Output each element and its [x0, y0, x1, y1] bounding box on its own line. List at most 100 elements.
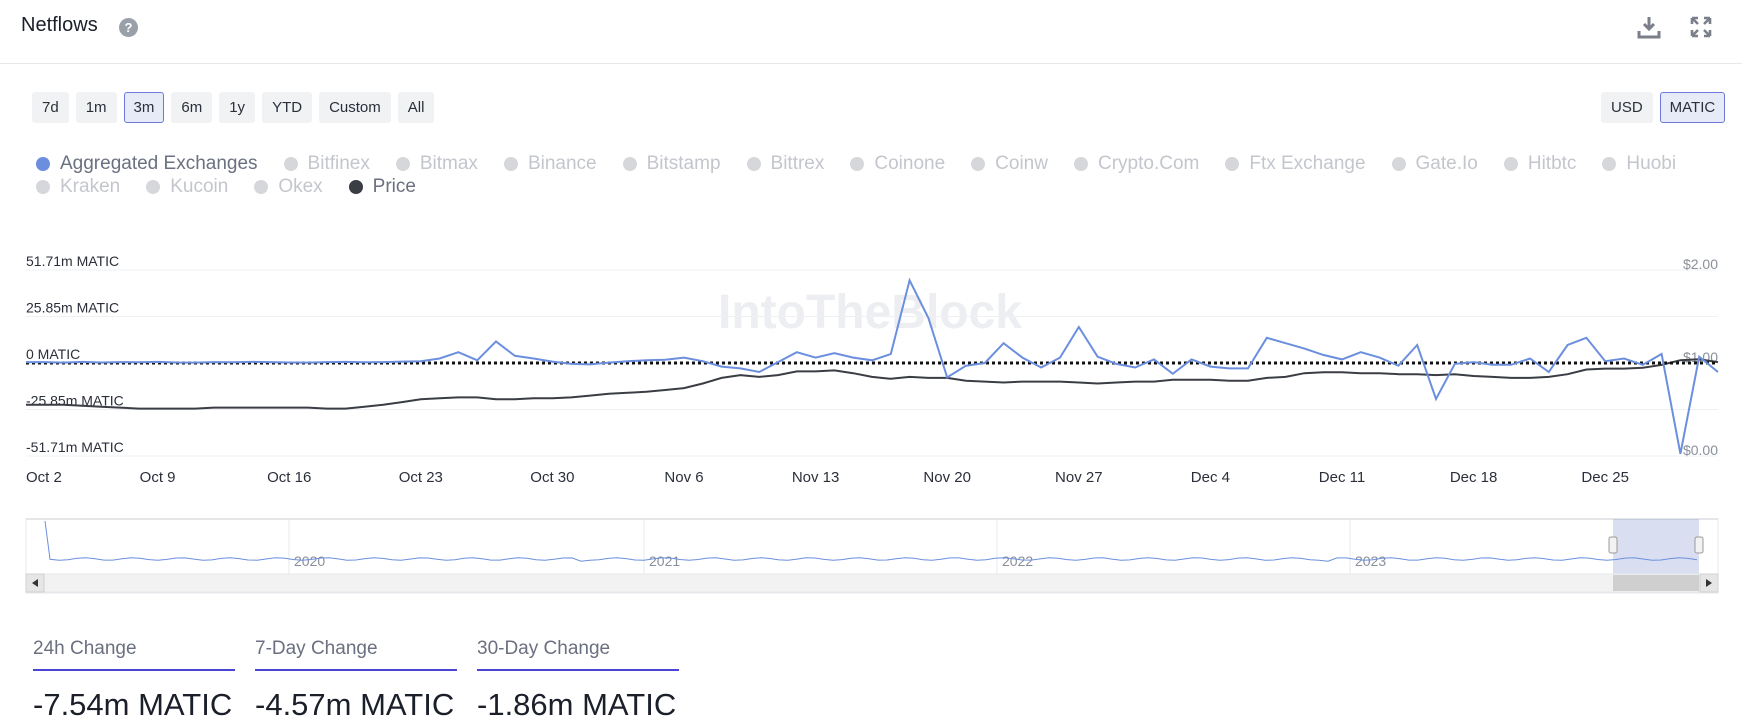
range-1y-button[interactable]: 1y	[219, 92, 256, 123]
navigator-selection	[1613, 519, 1699, 574]
legend-item[interactable]: Huobi	[1602, 153, 1676, 174]
y-left-tick-label: -51.71m MATIC	[26, 439, 124, 455]
legend-marker	[503, 156, 518, 171]
y-right-tick-label: $2.00	[1683, 256, 1718, 272]
legend-item[interactable]: Bittrex	[746, 153, 824, 174]
range-custom-button[interactable]: Custom	[319, 92, 391, 123]
legend-marker	[283, 156, 298, 171]
legend-marker	[971, 156, 986, 171]
legend-item[interactable]: Crypto.Com	[1073, 153, 1200, 174]
legend-item[interactable]: Ftx Exchange	[1225, 153, 1366, 174]
scrollbar-thumb[interactable]	[1613, 575, 1699, 591]
legend-marker	[395, 156, 410, 171]
legend-marker	[254, 179, 269, 194]
x-tick-label: Oct 30	[530, 469, 574, 485]
range-3m-button[interactable]: 3m	[123, 92, 165, 123]
legend-label: Coinw	[995, 153, 1048, 174]
range-7d-button[interactable]: 7d	[32, 92, 69, 123]
legend-item[interactable]: Bitstamp	[622, 153, 721, 174]
legend-label: Coinone	[874, 153, 946, 174]
legend-label: Huobi	[1626, 153, 1677, 174]
range-6m-button[interactable]: 6m	[171, 92, 213, 123]
legend-item[interactable]: Okex	[254, 176, 323, 197]
question-circle-icon[interactable]: ?	[119, 18, 138, 37]
legend-marker	[1073, 156, 1088, 171]
page-title: Netflows	[21, 14, 98, 36]
legend-item[interactable]: Hitbtc	[1503, 153, 1577, 174]
x-tick-label: Dec 25	[1581, 469, 1629, 485]
range-ytd-button[interactable]: YTD	[262, 92, 313, 123]
legend-item[interactable]: Kraken	[36, 176, 120, 197]
series-line-aggregated-exchanges	[26, 277, 1719, 454]
stat-7d: 7-Day Change -4.57m MATIC	[255, 638, 457, 722]
x-tick-label: Oct 16	[267, 469, 311, 485]
legend-label: Price	[372, 176, 416, 197]
legend-item[interactable]: Binance	[503, 153, 597, 174]
stat-value: -1.86m MATIC	[477, 687, 677, 722]
scrollbar-track	[25, 573, 1719, 593]
navigator-handle[interactable]	[1694, 536, 1704, 554]
x-tick-label: Dec 11	[1319, 469, 1365, 485]
legend-item[interactable]: Gate.Io	[1391, 153, 1478, 174]
legend-marker	[622, 156, 637, 171]
legend-item[interactable]: Kucoin	[146, 176, 228, 197]
legend-marker	[850, 156, 865, 171]
legend-label: Hitbtc	[1527, 153, 1577, 174]
legend-marker	[1225, 156, 1240, 171]
x-tick-label: Oct 2	[26, 469, 62, 485]
stat-24h: 24h Change -7.54m MATIC	[33, 638, 235, 722]
legend-item[interactable]: Bitmax	[395, 153, 478, 174]
x-tick-label: Nov 13	[792, 469, 840, 485]
chart-legend: Aggregated Exchanges Bitfinex Bitmax Binanc…	[36, 153, 1716, 197]
x-tick-label: Nov 27	[1055, 469, 1103, 485]
x-tick-label: Dec 18	[1450, 469, 1498, 485]
legend-label: Aggregated Exchanges	[60, 153, 258, 174]
x-tick-label: Dec 4	[1191, 469, 1230, 485]
legend-marker	[1391, 156, 1406, 171]
y-left-tick-label: 0 MATIC	[26, 346, 80, 362]
navigator-series-line	[44, 520, 1698, 562]
range-1m-button[interactable]: 1m	[75, 92, 117, 123]
chart-navigator[interactable]: 2020 2021 2022 2023	[0, 517, 1742, 595]
navigator-year-label: 2023	[1355, 553, 1386, 569]
range-all-button[interactable]: All	[397, 92, 435, 123]
legend-label: Kucoin	[170, 176, 229, 197]
time-range-selector: 7d 1m 3m 6m 1y YTD Custom All	[32, 92, 435, 123]
legend-label: Binance	[527, 153, 597, 174]
arrow-right-icon	[1706, 579, 1712, 587]
unit-selector: USD MATIC	[1601, 92, 1726, 123]
stat-label: 7-Day Change	[255, 638, 457, 671]
legend-item[interactable]: Bitfinex	[283, 153, 370, 174]
x-tick-label: Oct 9	[140, 469, 176, 485]
legend-label: Bitstamp	[646, 153, 721, 174]
legend-item[interactable]: Coinone	[850, 153, 945, 174]
legend-marker	[146, 179, 161, 194]
x-tick-label: Nov 20	[923, 469, 971, 485]
change-stats: 24h Change -7.54m MATIC 7-Day Change -4.…	[33, 638, 679, 722]
navigator-year-label: 2020	[294, 553, 325, 569]
stat-label: 24h Change	[33, 638, 235, 671]
stat-30d: 30-Day Change -1.86m MATIC	[477, 638, 679, 722]
y-left-tick-label: 51.71m MATIC	[26, 253, 119, 269]
legend-label: Crypto.Com	[1097, 153, 1200, 174]
x-tick-label: Nov 6	[664, 469, 703, 485]
navigator-year-label: 2022	[1002, 553, 1033, 569]
legend-label: Ftx Exchange	[1249, 153, 1366, 174]
unit-usd-button[interactable]: USD	[1601, 92, 1653, 123]
arrow-left-icon	[32, 579, 38, 587]
series-line-price	[26, 358, 1719, 410]
expand-icon[interactable]	[1688, 14, 1714, 40]
panel-header: Netflows ?	[0, 0, 1742, 64]
legend-item[interactable]: Price	[348, 176, 416, 197]
netflows-chart: IntoTheBlock 51.71m MATIC 25.85m MATIC 0 MA…	[26, 253, 1719, 485]
legend-marker	[1503, 156, 1518, 171]
legend-item[interactable]: Aggregated Exchanges	[36, 153, 258, 174]
unit-matic-button[interactable]: MATIC	[1659, 92, 1726, 123]
y-left-tick-label: 25.85m MATIC	[26, 300, 119, 316]
legend-item[interactable]: Coinw	[971, 153, 1048, 174]
download-icon[interactable]	[1636, 14, 1662, 40]
stat-value: -7.54m MATIC	[33, 687, 233, 722]
navigator-handle[interactable]	[1608, 536, 1618, 554]
legend-label: Gate.Io	[1415, 153, 1478, 174]
watermark-text: IntoTheBlock	[718, 286, 1022, 339]
